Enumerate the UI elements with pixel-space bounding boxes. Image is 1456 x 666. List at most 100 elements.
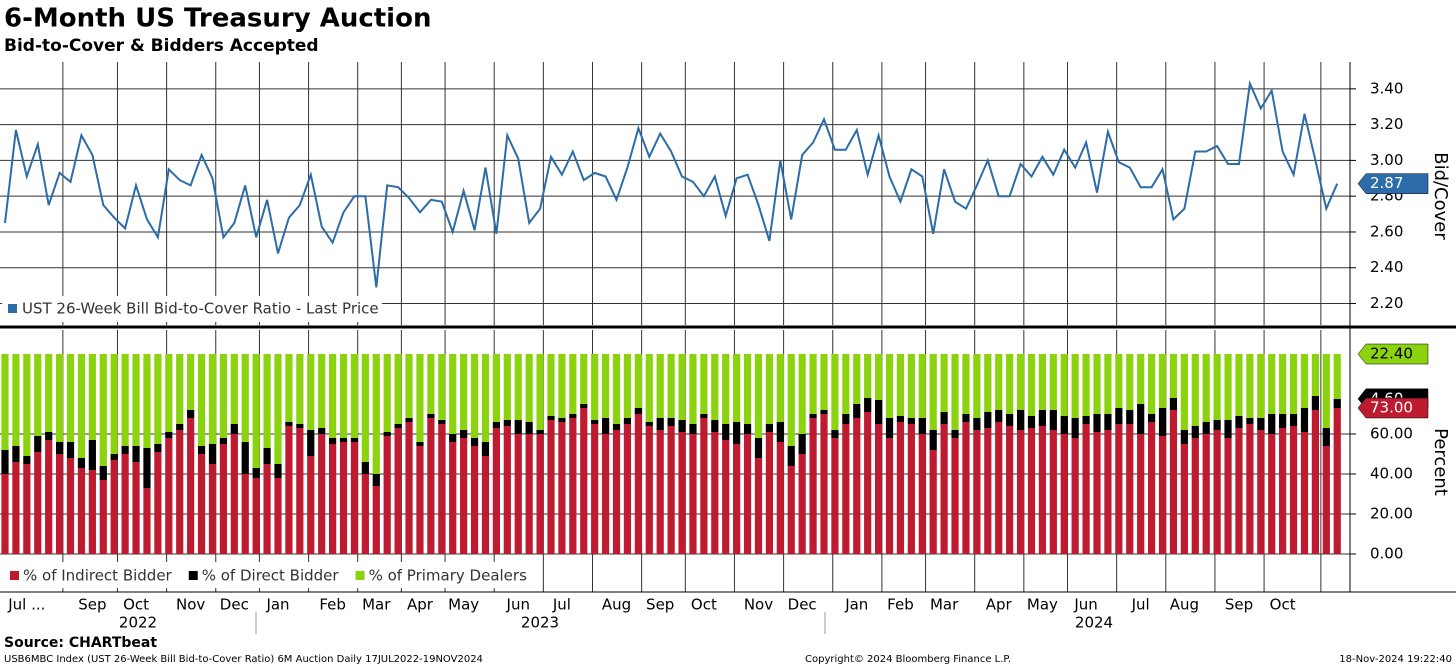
legend-label: % of Direct Bidder [202, 567, 340, 585]
bar-segment [1038, 354, 1046, 410]
bar-segment [219, 438, 227, 444]
bar-segment [1246, 354, 1254, 418]
bar-segment [1071, 438, 1079, 554]
bar-segment [1071, 354, 1079, 418]
bar-segment [536, 354, 544, 430]
bar-segment [1300, 408, 1309, 432]
bar-segment [853, 418, 861, 554]
x-tick-label: Jul [552, 596, 571, 614]
bar-segment [88, 470, 96, 554]
bar-segment [1049, 410, 1057, 430]
bar-segment [241, 474, 249, 554]
bar-segment [722, 354, 730, 424]
bar-segment [831, 354, 839, 430]
bar-segment [875, 424, 883, 554]
bar-segment [667, 354, 675, 418]
bar-segment [1071, 418, 1079, 438]
bar-segment [274, 464, 282, 478]
bar-segment [809, 354, 817, 414]
bar-segment [197, 354, 206, 446]
bar-segment [449, 434, 457, 442]
bar-segment [984, 412, 992, 428]
bar-segment [361, 462, 369, 474]
bar-segment [1049, 430, 1057, 554]
y-tick-label: 0.00 [1370, 545, 1403, 563]
bar-segment [787, 466, 795, 554]
bar-segment [853, 404, 861, 418]
bar-segment [110, 454, 118, 460]
bar-segment [230, 424, 238, 434]
bar-segment [110, 354, 118, 454]
bar-segment [580, 408, 588, 554]
bar-segment [656, 354, 664, 418]
bar-segment [1082, 424, 1090, 554]
x-tick-label: Jun [1073, 596, 1097, 614]
bar-segment [1006, 426, 1014, 554]
bar-segment [296, 428, 304, 554]
bar-segment [307, 430, 315, 456]
bar-segment [165, 432, 173, 438]
bar-segment [514, 420, 522, 434]
bar-segment [427, 414, 435, 418]
y-axis-label: Percent [1430, 428, 1451, 496]
bar-segment [580, 404, 588, 408]
bar-segment [66, 442, 75, 458]
bar-segment [1235, 416, 1243, 428]
bar-segment [77, 354, 86, 458]
bar-segment [1027, 416, 1036, 428]
bar-segment [1235, 354, 1243, 416]
bar-segment [1246, 424, 1254, 554]
bar-segment [56, 354, 64, 442]
legend-label: % of Indirect Bidder [23, 567, 173, 585]
bar-segment [1224, 438, 1232, 554]
last-value-tag [1357, 397, 1429, 419]
bar-segment [1016, 430, 1025, 554]
bar-segment [689, 424, 697, 434]
legend-box [2, 562, 500, 588]
bar-segment [634, 414, 642, 554]
bar-segment [1169, 410, 1178, 554]
bar-segment [591, 420, 599, 424]
bar-segment [132, 446, 140, 462]
x-tick-label: Sep [646, 596, 674, 614]
bar-segment [525, 422, 533, 434]
bar-segment [569, 414, 577, 418]
bar-segment [1016, 410, 1025, 430]
bar-segment [831, 438, 839, 554]
bar-segment [809, 418, 817, 554]
bar-segment [45, 440, 53, 554]
bar-segment [383, 436, 391, 554]
x-tick-label: Feb [887, 596, 914, 614]
bar-segment [187, 354, 195, 410]
bar-segment [667, 418, 675, 426]
bar-segment [492, 354, 500, 422]
bar-segment [230, 354, 238, 424]
bar-segment [875, 400, 883, 424]
bar-segment [1213, 430, 1221, 554]
bar-segment [754, 438, 763, 458]
bar-segment [1279, 354, 1287, 414]
bar-segment [1279, 428, 1287, 554]
bar-segment [907, 354, 915, 418]
bar-segment [896, 354, 905, 416]
bar-segment [514, 434, 522, 554]
bar-segment [776, 422, 784, 442]
bar-segment [569, 418, 577, 554]
bar-segment [645, 426, 653, 554]
bar-segment [1, 474, 9, 554]
x-tick-label: Oct [691, 596, 717, 614]
bar-segment [1311, 410, 1319, 554]
bar-segment [940, 424, 948, 554]
bar-segment [1224, 354, 1232, 420]
bar-segment [1148, 422, 1156, 554]
bar-segment [187, 410, 195, 418]
bar-segment [1224, 420, 1232, 438]
bar-segment [460, 430, 468, 438]
bar-segment [1082, 354, 1090, 416]
bar-segment [187, 418, 195, 554]
bar-segment [88, 440, 96, 470]
bar-segment [34, 452, 42, 554]
bar-segment [558, 422, 566, 554]
bar-segment [121, 354, 129, 446]
bar-segment [460, 438, 468, 554]
